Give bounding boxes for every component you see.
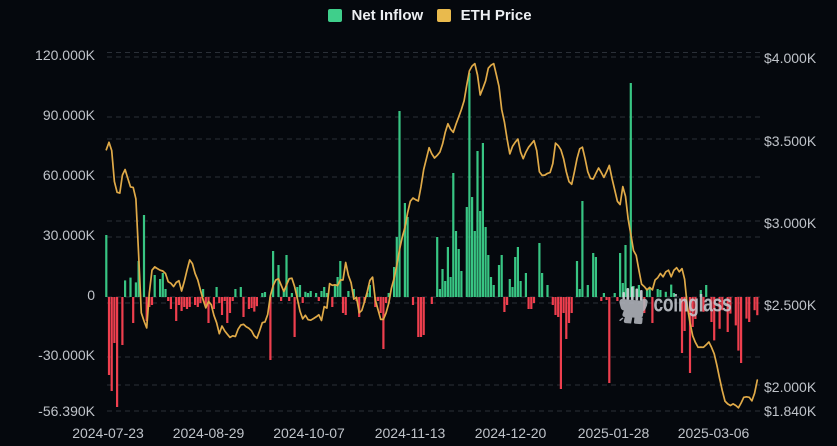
- svg-text:coinglass: coinglass: [654, 291, 732, 317]
